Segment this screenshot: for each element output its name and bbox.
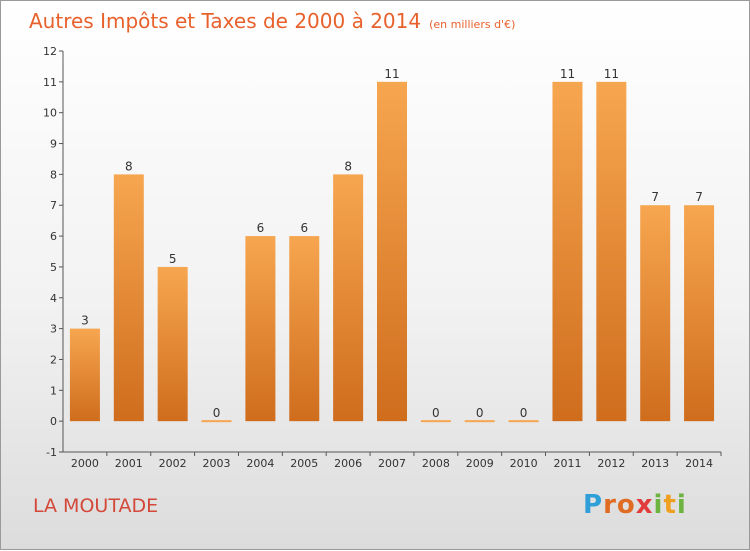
x-tick-label: 2006 (334, 457, 362, 470)
bar (464, 420, 495, 423)
x-tick-label: 2005 (290, 457, 318, 470)
bar (201, 420, 232, 423)
data-label: 11 (384, 67, 399, 81)
bar (333, 174, 364, 422)
bar (289, 236, 320, 422)
logo-letter: i (653, 490, 664, 520)
y-tick-label: 1 (50, 384, 57, 397)
x-tick-label: 2013 (641, 457, 669, 470)
x-tick-label: 2007 (378, 457, 406, 470)
bar (69, 328, 100, 422)
bar (157, 266, 188, 422)
y-tick-label: 10 (43, 107, 57, 120)
data-label: 5 (169, 252, 177, 266)
data-label: 0 (213, 406, 221, 420)
data-label: 11 (560, 67, 575, 81)
logo-letter: P (583, 490, 604, 520)
y-tick-label: 8 (50, 168, 57, 181)
logo-letter: i (676, 490, 687, 520)
data-label: 3 (81, 314, 89, 328)
bar (245, 236, 276, 422)
data-label: 7 (651, 190, 659, 204)
bar (377, 81, 407, 422)
y-tick-label: 5 (50, 261, 57, 274)
bar (113, 174, 144, 422)
y-tick-label: 9 (50, 138, 57, 151)
bar (640, 205, 671, 422)
x-tick-label: 2002 (159, 457, 187, 470)
data-label: 11 (604, 67, 619, 81)
bar (596, 81, 627, 422)
data-label: 0 (432, 406, 440, 420)
chart-title: Autres Impôts et Taxes de 2000 à 2014 (en… (29, 9, 515, 33)
chart-title-text: Autres Impôts et Taxes de 2000 à 2014 (29, 9, 422, 33)
x-tick-label: 2004 (246, 457, 274, 470)
bars (69, 81, 715, 423)
data-label: 6 (257, 221, 265, 235)
x-tick-label: 2003 (203, 457, 231, 470)
proxiti-logo: Proxiti (583, 490, 687, 520)
y-tick-label: 11 (43, 76, 57, 89)
data-label: 8 (344, 159, 352, 173)
chart-subtitle: (en milliers d'€) (429, 18, 516, 31)
logo-letter: x (635, 490, 654, 520)
bar (552, 81, 583, 422)
x-tick-label: 2000 (71, 457, 99, 470)
data-label: 0 (476, 406, 484, 420)
x-tick-label: 2010 (510, 457, 538, 470)
data-labels: 3 8 5 0 6 6 8 11 0 0 0 11 11 7 7 (81, 67, 703, 420)
y-tick-label: 6 (50, 230, 57, 243)
y-tick-label: 4 (50, 292, 57, 305)
x-tick-label: 2009 (466, 457, 494, 470)
bar (508, 420, 539, 423)
x-tick-label: 2008 (422, 457, 450, 470)
y-tick-label: 7 (50, 199, 57, 212)
y-tick-label: 3 (50, 323, 57, 336)
logo-letter: r (603, 490, 617, 520)
y-tick-label: 2 (50, 353, 57, 366)
bar (684, 205, 715, 422)
bar (420, 420, 451, 423)
logo-letter: o (616, 490, 636, 520)
x-tick-label: 2001 (115, 457, 143, 470)
y-tick-label: -1 (46, 446, 57, 459)
logo-letter: t (663, 490, 677, 520)
data-label: 8 (125, 159, 133, 173)
data-label: 7 (695, 190, 703, 204)
x-tick-label: 2014 (685, 457, 713, 470)
y-tick-label: 12 (43, 45, 57, 58)
place-name: LA MOUTADE (33, 495, 159, 517)
y-tick-label: 0 (50, 415, 57, 428)
data-label: 0 (520, 406, 528, 420)
x-tick-label: 2011 (553, 457, 581, 470)
data-label: 6 (300, 221, 308, 235)
x-tick-label: 2012 (597, 457, 625, 470)
